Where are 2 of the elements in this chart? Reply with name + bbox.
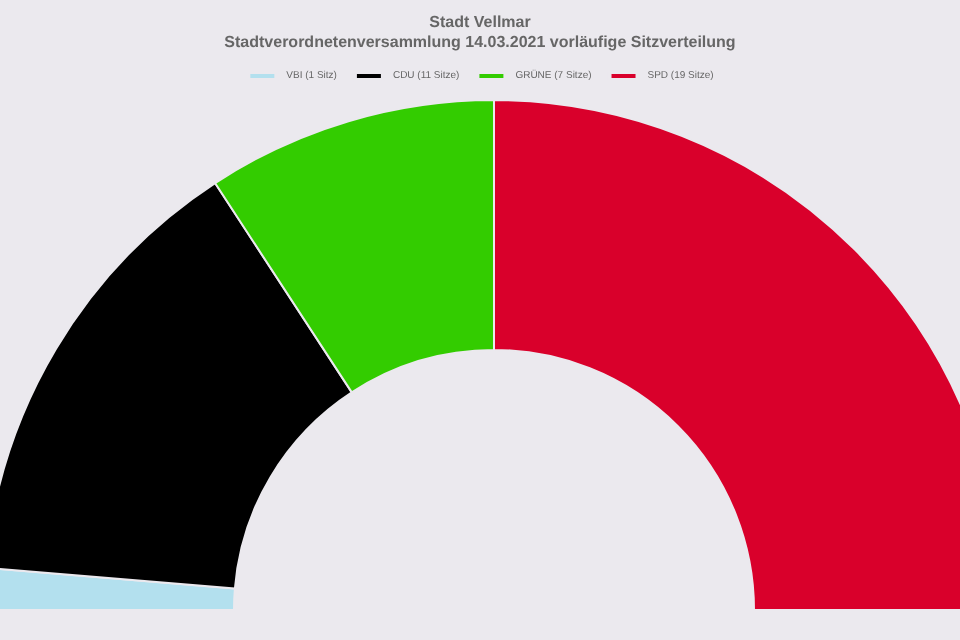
- chart-title: Stadt Vellmar: [429, 13, 531, 31]
- chart-subtitle: Stadtverordnetenversammlung 14.03.2021 vorläufige Sitzverteilung: [224, 33, 736, 51]
